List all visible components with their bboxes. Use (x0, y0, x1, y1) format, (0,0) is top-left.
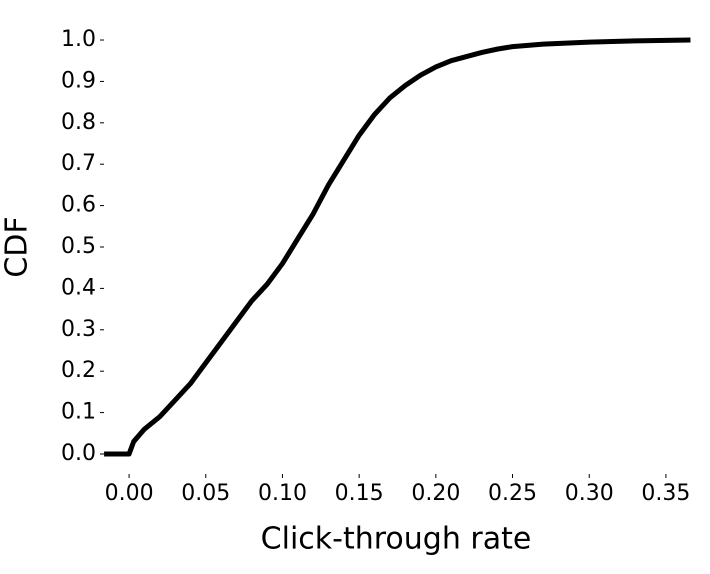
y-tick-label: 0.5 (61, 234, 96, 259)
y-tick-label: 0.4 (61, 275, 96, 300)
x-tick-label: 0.00 (105, 481, 154, 506)
y-tick-label: 0.7 (61, 151, 96, 176)
x-axis-label: Click-through rate (261, 522, 532, 557)
x-tick-label: 0.05 (181, 481, 230, 506)
y-tick-label: 1.0 (61, 27, 96, 52)
x-tick-label: 0.35 (641, 481, 690, 506)
x-tick-label: 0.15 (335, 481, 384, 506)
y-tick-label: 0.2 (61, 358, 96, 383)
y-tick-label: 0.1 (61, 400, 96, 425)
x-tick-label: 0.25 (488, 481, 537, 506)
y-tick-label: 0.9 (61, 68, 96, 93)
y-tick-label: 0.3 (61, 317, 96, 342)
y-tick-label: 0.8 (61, 110, 96, 135)
cdf-line (104, 37, 691, 457)
y-tick-label: 0.0 (61, 441, 96, 466)
y-axis-label: CDF (0, 216, 35, 277)
y-tick-label: 0.6 (61, 193, 96, 218)
x-tick-label: 0.10 (258, 481, 307, 506)
x-tick-label: 0.30 (565, 481, 614, 506)
x-tick-label: 0.20 (411, 481, 460, 506)
